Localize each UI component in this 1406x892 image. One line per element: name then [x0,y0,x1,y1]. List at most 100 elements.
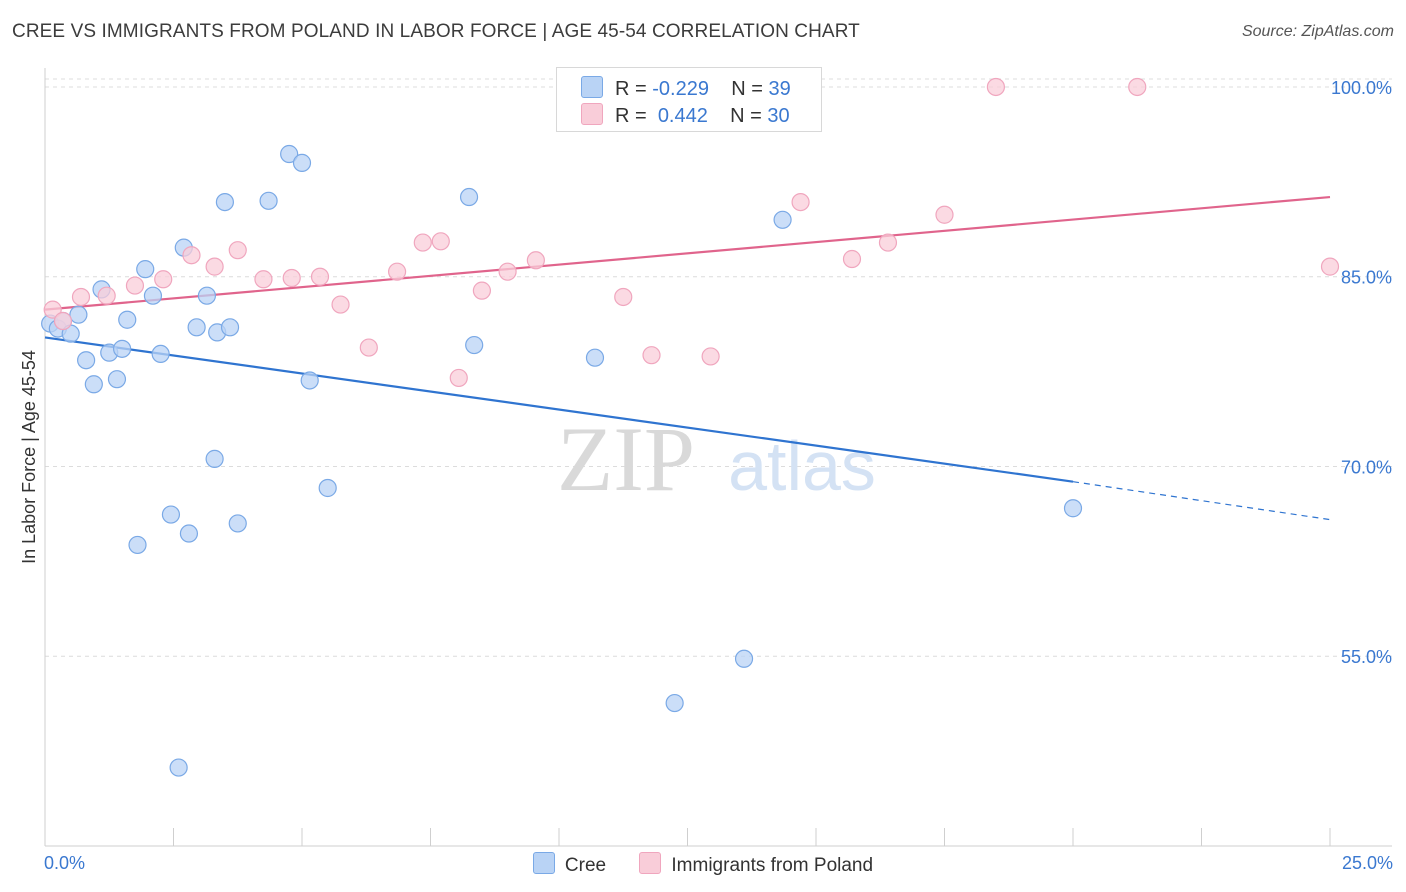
legend-row-cree: R = -0.229 N = 39 [581,76,791,100]
cree-point [205,449,224,468]
poland-point [935,205,954,224]
poland-point [43,300,62,319]
legend-n-label: N = [730,105,762,127]
cree-point [1063,499,1083,518]
cree-point [169,758,188,777]
correlation-legend: R = -0.229 N = 39 R = 0.442 N = 30 [556,67,822,132]
legend-swatch-poland [581,103,603,125]
gridlines [45,78,1392,657]
poland-point [498,262,517,281]
cree-point [143,286,163,305]
trend-lines [44,195,1331,521]
y-tick-label: 70.0% [1341,457,1392,477]
poland-point [791,192,810,212]
legend-r-label: R = [615,105,647,127]
poland-point [310,267,330,286]
poland-point [1320,257,1340,276]
x-tick-label: 0.0% [44,853,85,873]
source-label: Source: ZipAtlas.com [1241,23,1394,40]
poland-point [205,257,224,276]
cree-point [665,693,684,713]
cree-point [280,144,299,164]
legend-r-value-cree: -0.229 [652,78,709,100]
poland-point [282,268,301,288]
cree-point [300,371,319,390]
legend-label-cree: Cree [564,855,607,876]
poland-point [449,368,468,388]
poland-point [878,233,898,252]
poland-point [614,287,633,307]
poland-point [53,311,73,331]
cree-point [128,535,147,555]
chart-title: CREE VS IMMIGRANTS FROM POLAND IN LABOR … [12,21,860,42]
cree-point [228,514,247,533]
legend-row-poland: R = 0.442 N = 30 [581,103,790,127]
legend-r-value-poland: 0.442 [657,105,708,127]
y-tick-label: 55.0% [1341,647,1392,667]
axes [44,68,1392,847]
poland-point [97,286,116,305]
data-points [41,77,1340,777]
legend-item-poland: Immigrants from Poland [639,852,873,877]
cree-point [773,210,792,229]
cree-point [734,649,754,668]
cree-point [197,286,217,305]
legend-swatch-poland [639,852,662,874]
poland-point [228,241,247,260]
cree-point [187,318,206,337]
cree-point [84,375,103,394]
poland-point [182,246,201,265]
cree-point [179,524,199,543]
poland-point [431,232,450,251]
poland-point [526,251,545,270]
cree-point [161,505,181,524]
cree-trend-extension [1072,481,1331,521]
cree-point [459,187,479,207]
poland-point [413,233,432,252]
y-tick-label: 85.0% [1341,268,1392,288]
cree-point [220,318,240,337]
cree-point [318,478,337,498]
poland-point [387,262,407,281]
poland-point [986,77,1006,97]
cree-point [259,191,278,210]
cree-point [215,192,234,212]
legend-n-value-poland: 30 [767,105,790,127]
poland-point [154,270,173,289]
legend-swatch-cree [581,76,603,98]
poland-point [1128,77,1147,97]
y-tick-label: 100.0% [1331,78,1392,98]
cree-point [585,348,605,367]
x-tick-label: 25.0% [1342,853,1393,873]
poland-point [642,346,661,365]
poland-point [125,276,145,295]
poland-point [331,295,350,314]
legend-label-poland: Immigrants from Poland [671,855,874,876]
y-axis-label: In Labor Force | Age 45-54 [19,350,39,564]
poland-point [842,249,862,269]
legend-r-label: R = [615,78,647,100]
poland-point [472,281,491,300]
cree-trend-line [44,336,1074,483]
watermark-atlas: atlas [728,427,876,505]
cree-point [118,310,137,329]
cree-point [151,344,170,363]
watermark-zip: ZIP [557,408,695,510]
tick-labels: 55.0% 70.0% 85.0% 100.0% 0.0% 25.0% [44,78,1393,873]
cree-point [107,370,127,389]
legend-item-cree: Cree [532,852,607,877]
series-legend: Cree Immigrants from Poland [0,852,1406,877]
poland-point [71,287,91,307]
cree-point [112,339,132,358]
poland-point [359,338,378,357]
cree-point [136,260,155,279]
poland-point [701,347,720,366]
poland-trend-line [44,195,1331,311]
cree-point [292,153,312,172]
cree-point [465,335,484,355]
legend-swatch-cree [532,852,555,874]
legend-n-label: N = [731,78,763,100]
cree-point [77,351,96,370]
legend-n-value-cree: 39 [768,78,791,100]
cree-point [69,305,88,324]
